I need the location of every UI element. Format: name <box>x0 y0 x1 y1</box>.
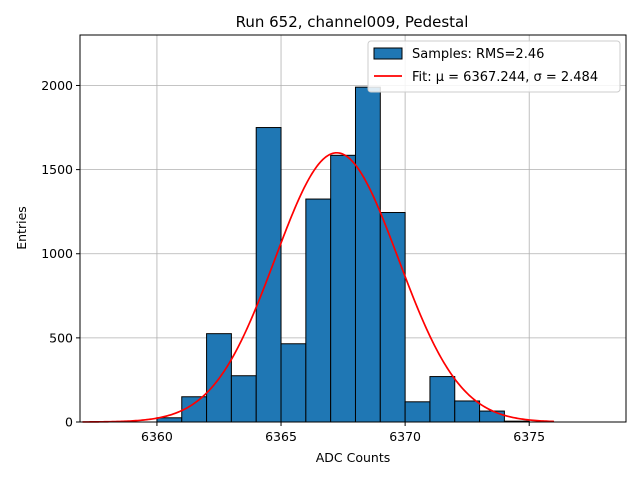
y-axis-label: Entries <box>14 206 29 250</box>
plot-frame <box>79 34 627 423</box>
histogram-bar <box>181 396 208 423</box>
legend: Samples: RMS=2.46 Fit: μ = 6367.244, σ =… <box>367 40 621 93</box>
y-tick-label: 1500 <box>41 162 73 177</box>
histogram-bar <box>479 410 505 423</box>
histogram-bar <box>156 417 183 423</box>
x-axis: 6360 6365 6370 6375 <box>141 422 545 444</box>
fit-curve-layer <box>82 151 555 423</box>
histogram-bar <box>454 400 481 423</box>
histogram-bar <box>305 198 332 423</box>
histogram-bar <box>404 401 431 423</box>
legend-samples-label: Samples: RMS=2.46 <box>412 47 544 62</box>
legend-box <box>367 40 621 93</box>
histogram-bar <box>330 154 356 423</box>
y-tick-label: 2000 <box>41 78 73 93</box>
y-tick-label: 0 <box>65 415 73 430</box>
legend-fit-label: Fit: μ = 6367.244, σ = 2.484 <box>412 70 598 85</box>
y-tick-label: 1000 <box>41 246 73 261</box>
x-axis-label: ADC Counts <box>316 450 391 465</box>
histogram-bar <box>230 375 257 423</box>
y-tick-label: 500 <box>49 330 73 345</box>
y-axis: 0 500 1000 1500 2000 <box>41 78 80 430</box>
x-tick-label: 6375 <box>513 429 545 444</box>
x-tick-label: 6365 <box>265 429 297 444</box>
histogram-bar <box>429 376 456 423</box>
histogram-bar <box>354 86 381 423</box>
histogram-bar <box>280 343 307 423</box>
x-tick-label: 6370 <box>389 429 421 444</box>
histogram-bars <box>156 86 530 423</box>
fit-curve <box>82 151 555 423</box>
chart-title: Run 652, channel009, Pedestal <box>236 13 469 31</box>
x-tick-label: 6360 <box>141 429 173 444</box>
legend-samples-swatch <box>373 47 403 60</box>
histogram-bar <box>379 212 406 423</box>
